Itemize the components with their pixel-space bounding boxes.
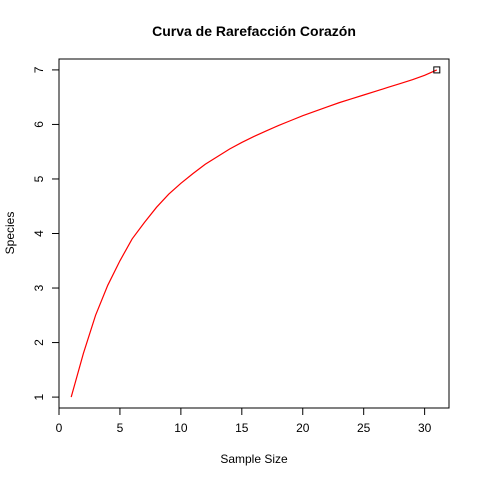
x-axis: 0 5 10 15 20 25 30 [56,407,432,435]
x-tick-label: 30 [418,421,432,435]
series-line [70,69,438,398]
y-tick-label: 4 [32,230,46,237]
x-axis-label: Sample Size [220,452,288,466]
x-tick-label: 10 [174,421,188,435]
y-tick-label: 2 [32,339,46,346]
series-layer [70,66,441,398]
x-tick-label: 5 [117,421,124,435]
x-tick-label: 0 [56,421,63,435]
y-tick-label: 5 [32,175,46,182]
x-tick-label: 25 [357,421,371,435]
y-axis: 1 2 3 4 5 6 7 [32,66,60,400]
x-tick-label: 20 [296,421,310,435]
y-tick-label: 7 [32,66,46,73]
end-point-marker [433,66,441,74]
y-tick-label: 6 [32,121,46,128]
y-tick-label: 1 [32,393,46,400]
x-tick-label: 15 [235,421,249,435]
chart-title: Curva de Rarefacción Corazón [152,23,356,39]
y-tick-label: 3 [32,284,46,291]
y-axis-label: Species [3,212,17,255]
plot-area-frame [58,58,450,409]
